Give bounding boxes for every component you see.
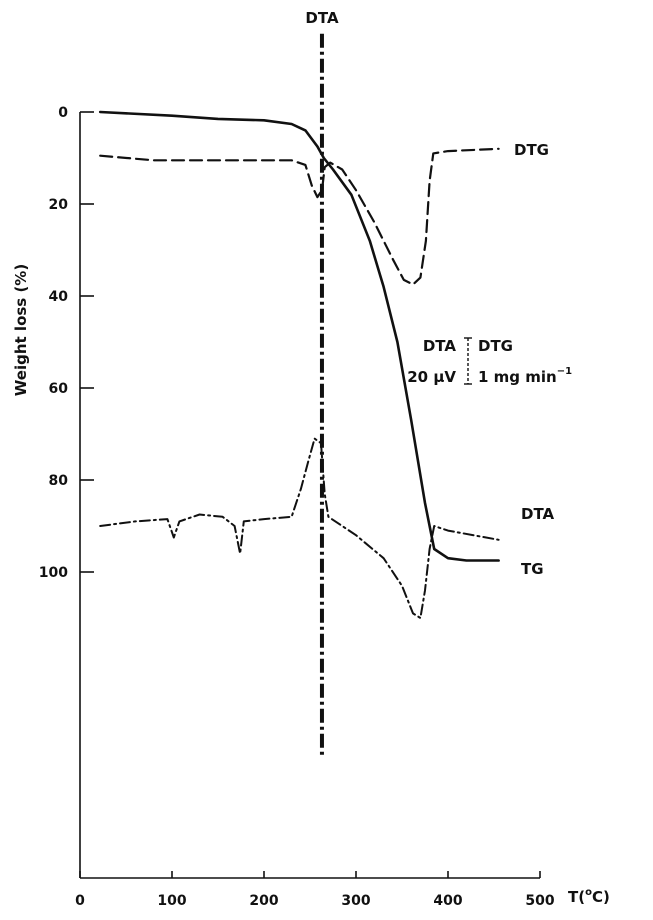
x-tick-label: 200 [249,893,278,909]
y-tick-label: 0 [58,105,68,121]
x-tick-label: 400 [433,893,462,909]
y-tick-label: 60 [49,381,69,397]
dtg-curve-label: DTG [514,141,549,159]
tg-series-line [98,110,500,562]
scale-legend-dtg-value: 1 mg min−1 [478,366,572,386]
curves-group [98,33,500,756]
y-axis-label: Weight loss (%) [12,264,30,396]
y-tick-label: 100 [39,565,68,581]
tg-curve-label: TG [521,560,544,578]
axis-ticks: 0 100 200 300 400 500 0 20 40 60 80 100 [39,105,555,909]
dtg-series-line [99,147,500,286]
x-tick-label: 300 [341,893,370,909]
y-tick-label: 80 [49,473,69,489]
scale-legend-dta: DTA [423,337,457,355]
x-tick-label: 100 [157,893,186,909]
scale-legend: DTA 20 μV DTG 1 mg min−1 [407,337,572,386]
x-tick-label: 500 [525,893,554,909]
y-tick-label: 40 [49,289,69,305]
x-axis-label: T(oC) [568,887,610,906]
dta-series-line [99,437,500,619]
x-tick-label: 0 [75,893,85,909]
dta-marker-label: DTA [305,9,339,27]
scale-bar-icon [464,337,472,385]
dta-curve-label: DTA [521,505,555,523]
scale-legend-dta-value: 20 μV [407,368,456,386]
y-tick-label: 20 [49,197,69,213]
scale-legend-dtg: DTG [478,337,513,355]
